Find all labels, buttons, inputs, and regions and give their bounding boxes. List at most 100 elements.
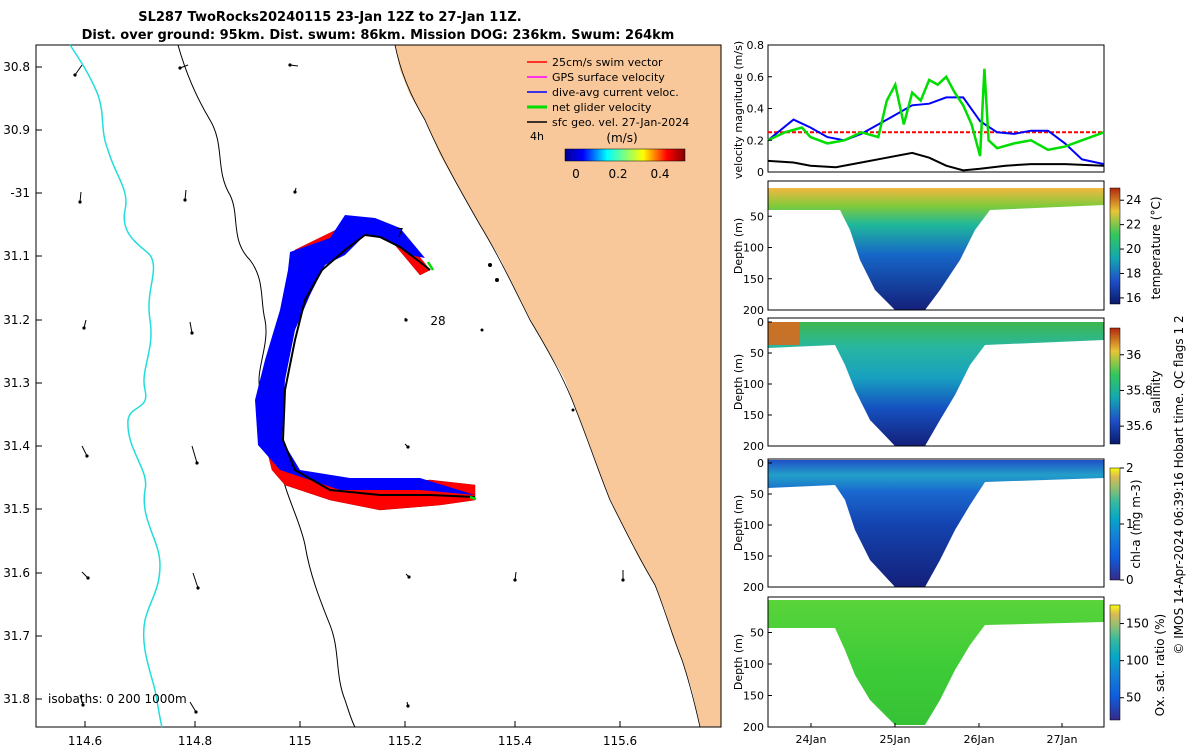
y-tick-label: 100 (743, 378, 764, 391)
salinity-frame (767, 317, 1105, 447)
colorbar-tick-label: 35.8 (1126, 383, 1153, 397)
y-tick-label: 150 (743, 550, 764, 563)
y-tick-label: 31.2 (3, 313, 30, 327)
colorbar-tick-label: 20 (1126, 242, 1141, 256)
map-colorbar-label: (m/s) (606, 131, 637, 145)
geo-arrow-head (404, 318, 408, 322)
colorbar-label: chl-a (mg m-3) (1129, 479, 1143, 568)
legend-entry: net glider velocity (552, 101, 652, 114)
time-x-axis: 24Jan 25Jan 26Jan 27Jan (796, 723, 1078, 746)
geo-arrow (79, 191, 82, 203)
chlorophyll-section (768, 460, 1104, 587)
colorbar-tick: 0 (572, 167, 580, 181)
geo-arrow-head (82, 326, 86, 330)
x-tick-label: 26Jan (964, 733, 995, 746)
y-tick-label: 0.4 (747, 103, 765, 116)
geo-arrow-head (196, 586, 200, 590)
title-line-1: SL287 TwoRocks20240115 23-Jan 12Z to 27-… (138, 10, 522, 25)
geo-arrow-head (288, 63, 292, 67)
geo-arrow-head (406, 445, 410, 449)
salinity-colorbar (1109, 327, 1121, 445)
geo-arrow-head (73, 73, 77, 77)
temperature-colorbar (1109, 187, 1121, 305)
y-tick-label: 200 (743, 721, 764, 734)
y-tick-label: 200 (743, 440, 764, 453)
y-tick-label: 150 (743, 273, 764, 286)
colorbar-tick-label: 18 (1126, 266, 1141, 280)
x-tick-label: 115.4 (498, 734, 532, 748)
geo-arrow (74, 64, 83, 76)
isobaths-label: isobaths: 0 200 1000m (48, 692, 187, 706)
oxygen-colorbar-ticks: 50 100 150 (1120, 617, 1149, 705)
geo-arrow (192, 572, 199, 589)
y-tick-label: 31.8 (3, 692, 30, 706)
colorbar-tick-label: 100 (1126, 654, 1149, 668)
coastline (394, 44, 701, 728)
map-colorbar (564, 148, 686, 162)
geo-arrow-head (78, 200, 82, 204)
x-tick-label: 27Jan (1047, 733, 1078, 746)
y-tick-label: 100 (743, 519, 764, 532)
velocity-plot-frame (767, 44, 1105, 173)
y-tick-label: 31.1 (3, 249, 30, 263)
y-tick-label: 150 (743, 690, 764, 703)
geo-arrow-head (513, 578, 517, 582)
net-velocity-marker (469, 495, 477, 501)
y-tick-label: 200 (743, 581, 764, 594)
title-line-2: Dist. over ground: 95km. Dist. swum: 86k… (82, 28, 675, 43)
y-tick-label: 100 (743, 658, 764, 671)
salinity-high-patch (768, 322, 800, 345)
panel-ylabel: Depth (m) (732, 354, 745, 410)
map-x-axis: 114.6 114.8 115 115.2 115.4 115.6 (68, 721, 637, 748)
salinity-y-axis: 0 50 100 150 200 (743, 316, 772, 453)
y-tick-label: 200 (743, 304, 764, 317)
y-tick-label: 30.8 (3, 60, 30, 74)
geo-arrow-head (190, 331, 194, 335)
y-tick-label: 31.7 (3, 629, 30, 643)
geostrophic-vectors (73, 63, 625, 714)
chlorophyll-frame (767, 458, 1105, 588)
track-line-north (321, 233, 431, 271)
geo-arrow-head (406, 704, 410, 708)
geo-arrow-head (194, 710, 198, 714)
velocity-ylabel: velocity magnitude (m/s) (732, 41, 745, 179)
salinity-panel: Depth (m) salinity 35.6 35.8 36 0 50 100 150 2… (732, 316, 1163, 453)
day-label: 28 (430, 314, 445, 328)
geo-arrow-head (195, 461, 199, 465)
y-tick-label: 150 (743, 409, 764, 422)
y-tick-label: 31.4 (3, 439, 30, 453)
salinity-colorbar-ticks: 35.6 35.8 36 (1120, 348, 1153, 433)
geo-arrow-head (81, 703, 85, 707)
colorbar-tick-label: 50 (1126, 691, 1141, 705)
x-tick-label: 115 (289, 734, 312, 748)
footer-credit: © IMOS 14-Apr-2024 06:39:16 Hobart time.… (1172, 315, 1186, 654)
panel-ylabel: Depth (m) (732, 495, 745, 551)
colorbar-tick: 0.4 (650, 167, 669, 181)
colorbar-tick-label: 22 (1126, 218, 1141, 232)
time-step-label: 4h (530, 130, 544, 143)
land-area (395, 45, 721, 727)
geo-arrow-head (183, 198, 187, 202)
colorbar-label: temperature (°C) (1149, 197, 1163, 300)
map-y-axis: 30.8 30.9 -31 31.1 31.2 31.3 31.4 31.5 31.6 31.7 3… (3, 60, 42, 706)
current-vector-band (255, 215, 475, 495)
y-tick-label: 0 (757, 316, 764, 329)
y-tick-label: 50 (750, 627, 764, 640)
y-tick-label: 30.9 (3, 123, 30, 137)
velocity-chart: 0 0.2 0.4 0.6 0.8 velocity magnitude (m/s) (732, 39, 1105, 179)
x-tick-label: 25Jan (880, 733, 911, 746)
day-label: 7 (396, 226, 404, 240)
map-panel: 7 28 25cm/s swim vector GPS surface velo… (3, 44, 722, 748)
y-tick-label: 50 (750, 210, 764, 223)
x-tick-label: 115.6 (603, 734, 637, 748)
temperature-y-axis: 50 100 150 200 (743, 210, 772, 317)
y-tick-label: 31.3 (3, 376, 30, 390)
colorbar-tick-label: 16 (1126, 291, 1141, 305)
colorbar-tick-label: 2 (1126, 461, 1134, 475)
oxygen-panel: Depth (m) Ox. sat. ratio (%) 50 100 150 50… (732, 596, 1167, 746)
temperature-frame (767, 180, 1105, 311)
chlorophyll-y-axis: 0 50 100 150 200 (743, 457, 772, 594)
velocity-series-line (767, 151, 1105, 172)
temperature-panel: Depth (m) temperature (°C) 16 18 20 22 24 50… (732, 180, 1163, 317)
